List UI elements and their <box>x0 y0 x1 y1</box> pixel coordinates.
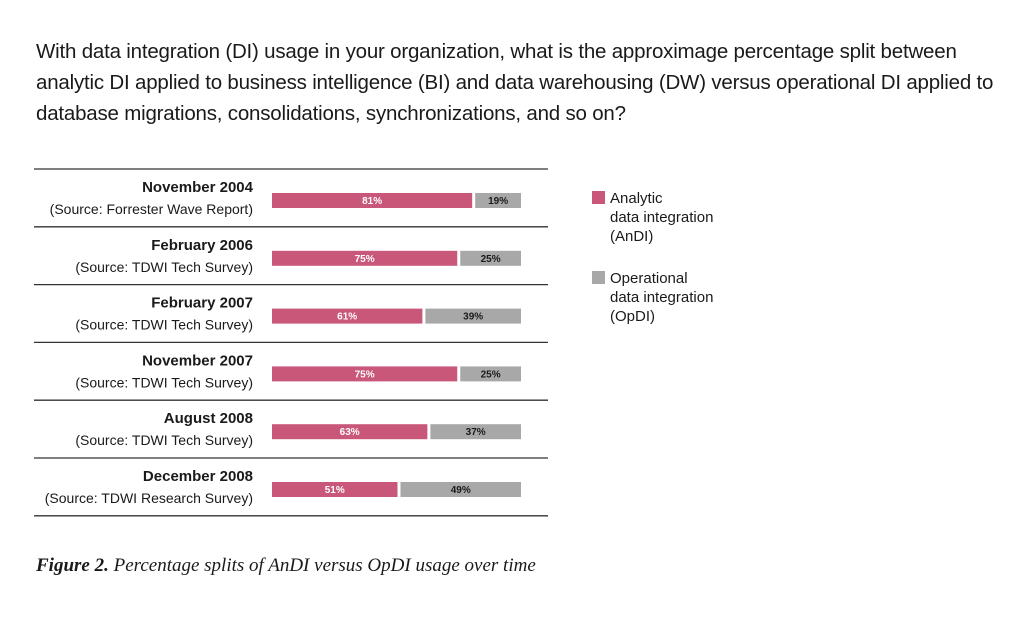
row-title: December 2008 <box>143 468 253 485</box>
analytic-bar <box>272 366 458 382</box>
operational-bar <box>430 424 521 440</box>
row-title: November 2004 <box>142 179 254 196</box>
operational-value-label: 37% <box>466 427 486 438</box>
operational-bar <box>475 193 521 208</box>
row-title: November 2007 <box>142 352 253 369</box>
analytic-value-label: 81% <box>362 196 382 207</box>
operational-bar <box>460 250 521 266</box>
analytic-legend-label: (AnDI) <box>610 228 653 245</box>
analytic-bar <box>272 424 428 440</box>
row-source: (Source: TDWI Tech Survey) <box>75 259 253 275</box>
operational-value-label: 25% <box>481 369 501 380</box>
operational-legend-label: Operational <box>610 270 688 287</box>
figure-number: Figure 2. <box>36 555 109 576</box>
analytic-value-label: 75% <box>355 369 375 380</box>
row-source: (Source: Forrester Wave Report) <box>50 201 253 217</box>
operational-value-label: 49% <box>451 485 471 496</box>
analytic-bar <box>272 308 423 324</box>
figure-caption: Figure 2. Percentage splits of AnDI vers… <box>36 555 536 577</box>
row-title: February 2007 <box>151 295 253 312</box>
row-source: (Source: TDWI Tech Survey) <box>75 317 253 333</box>
operational-bar <box>460 366 521 382</box>
row-title: August 2008 <box>164 410 253 427</box>
analytic-value-label: 63% <box>340 427 360 438</box>
analytic-legend-label: data integration <box>610 209 713 226</box>
row-title: February 2006 <box>151 237 253 254</box>
analytic-bar <box>272 250 458 266</box>
operational-value-label: 25% <box>481 254 501 265</box>
operational-legend-label: (OpDI) <box>610 308 655 325</box>
operational-bar <box>425 308 521 324</box>
operational-bar <box>400 482 521 497</box>
row-source: (Source: TDWI Tech Survey) <box>75 432 253 448</box>
survey-question: With data integration (DI) usage in your… <box>36 40 994 125</box>
row-source: (Source: TDWI Tech Survey) <box>75 374 253 390</box>
operational-value-label: 19% <box>488 196 508 207</box>
figure-caption-text: Percentage splits of AnDI versus OpDI us… <box>108 555 536 576</box>
analytic-bar <box>272 193 473 208</box>
operational-legend-label: data integration <box>610 289 713 306</box>
operational-legend-swatch <box>592 271 605 284</box>
operational-value-label: 39% <box>463 312 483 323</box>
analytic-legend-swatch <box>592 191 605 204</box>
analytic-value-label: 51% <box>325 485 345 496</box>
row-source: (Source: TDWI Research Survey) <box>45 490 253 506</box>
analytic-value-label: 75% <box>355 254 375 265</box>
analytic-value-label: 61% <box>337 312 357 323</box>
analytic-bar <box>272 482 398 497</box>
analytic-legend-label: Analytic <box>610 190 663 207</box>
